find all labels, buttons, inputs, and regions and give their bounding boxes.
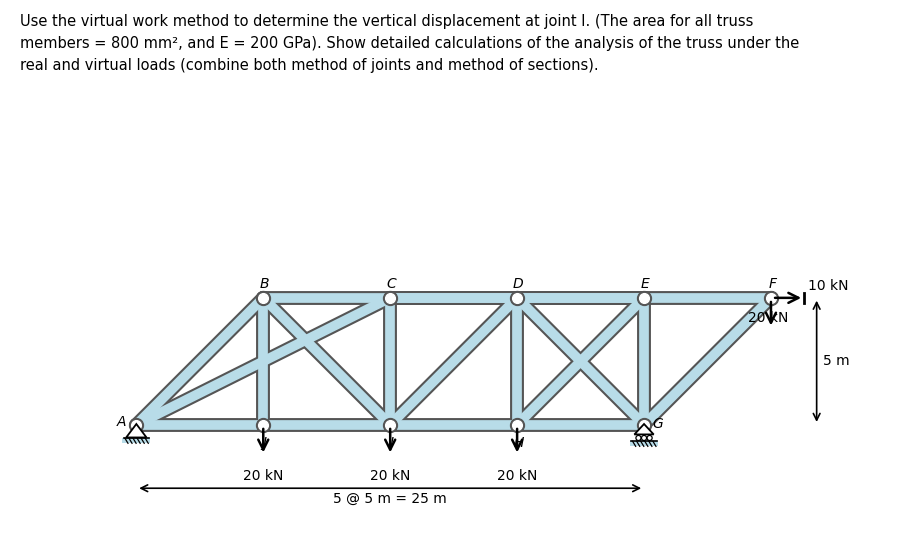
Polygon shape — [634, 424, 653, 434]
Polygon shape — [122, 438, 150, 443]
Text: members = 800 mm², and E = 200 GPa). Show detailed calculations of the analysis : members = 800 mm², and E = 200 GPa). Sho… — [20, 36, 799, 51]
Text: F: F — [767, 277, 776, 291]
Text: 5 @ 5 m = 25 m: 5 @ 5 m = 25 m — [333, 492, 447, 506]
Text: 20 kN: 20 kN — [496, 469, 537, 483]
Polygon shape — [126, 424, 146, 437]
Text: C: C — [386, 277, 396, 291]
Text: B: B — [259, 277, 269, 291]
Text: G: G — [652, 416, 663, 431]
Text: I: I — [389, 436, 393, 449]
Text: Use the virtual work method to determine the vertical displacement at joint I. (: Use the virtual work method to determine… — [20, 14, 753, 29]
Text: 10 kN: 10 kN — [807, 279, 847, 293]
Circle shape — [635, 436, 641, 441]
Text: H: H — [513, 436, 523, 449]
Text: J: J — [262, 436, 267, 449]
Circle shape — [641, 436, 646, 441]
Polygon shape — [630, 441, 657, 447]
Text: 20 kN: 20 kN — [369, 469, 410, 483]
Circle shape — [646, 436, 652, 441]
Text: A: A — [116, 415, 126, 429]
Text: E: E — [641, 277, 649, 291]
Text: 5 m: 5 m — [823, 354, 849, 368]
Text: D: D — [513, 277, 523, 291]
Text: 20 kN: 20 kN — [243, 469, 283, 483]
Text: 20 kN: 20 kN — [747, 311, 788, 325]
Text: real and virtual loads (combine both method of joints and method of sections).: real and virtual loads (combine both met… — [20, 58, 598, 73]
